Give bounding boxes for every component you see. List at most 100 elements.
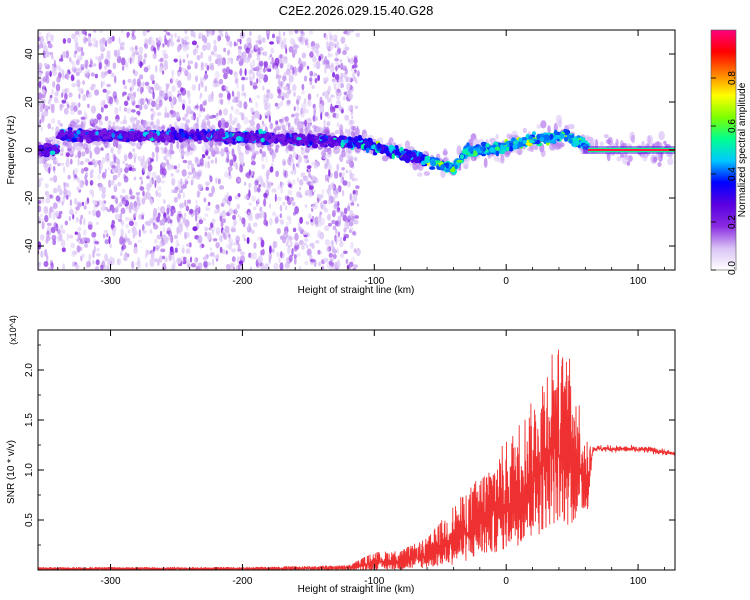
spectrogram-noise-speck [276, 184, 282, 190]
spectrogram-noise-speck [234, 195, 239, 200]
spectrogram-noise-speck [157, 258, 160, 267]
spectrogram-noise-speck [282, 201, 286, 206]
spectrogram-noise-speck [262, 212, 265, 220]
spectrogram-noise-speck [336, 41, 340, 49]
spectrogram-band-cell [193, 138, 199, 142]
spectrogram-noise-speck [256, 257, 261, 262]
spectrogram-noise-speck [304, 39, 308, 46]
spectrogram-noise-speck [177, 180, 181, 185]
spectrogram-noise-speck [206, 232, 212, 241]
spectrogram-noise-speck [226, 57, 232, 65]
spectrogram-noise-speck [329, 41, 334, 47]
spectrogram-noise-speck [92, 259, 95, 265]
spectrogram-noise-speck [168, 148, 171, 157]
spectrogram-noise-speck [326, 41, 329, 50]
spectrogram-noise-speck [301, 245, 305, 250]
spectrogram-noise-speck [199, 77, 203, 82]
spectrogram-noise-speck [263, 192, 268, 198]
spectrogram-band-halo [567, 123, 575, 130]
spectrogram-band-halo [500, 155, 505, 164]
spectrogram-noise-speck [55, 83, 61, 92]
spectrogram-noise-speck [324, 92, 328, 99]
spectrogram-noise-speck [200, 51, 204, 59]
spectrogram-noise-speck [336, 122, 340, 128]
spectrogram-noise-speck [129, 57, 132, 65]
spectrogram-noise-speck [209, 247, 213, 252]
spectrogram-noise-speck [269, 203, 272, 209]
spectrogram-noise-speck [285, 205, 288, 211]
spectrogram-noise-speck [123, 176, 129, 183]
spectrogram-noise-speck [354, 69, 357, 73]
spectrogram-noise-speck [236, 122, 241, 129]
spectrogram-noise-speck [155, 189, 159, 197]
spectrogram-noise-speck [349, 210, 354, 218]
spectrogram-noise-speck [169, 33, 174, 38]
spectrogram-noise-speck [76, 177, 81, 183]
spectrogram-noise-speck [176, 257, 182, 264]
spectrogram-noise-speck [251, 154, 255, 162]
spectrogram-noise-speck [80, 66, 84, 71]
spectrogram-noise-speck [240, 251, 245, 255]
spectrogram-noise-speck [45, 105, 49, 112]
spectrogram-noise-speck [249, 80, 253, 86]
spectrogram-noise-speck [38, 205, 42, 213]
spectrogram-noise-speck [77, 226, 82, 232]
spectrogram-noise-speck [178, 224, 183, 233]
spectrogram-noise-speck [198, 219, 204, 225]
spectrogram-noise-speck [350, 67, 355, 72]
spectrogram-noise-speck [326, 246, 330, 253]
spectrogram-noise-speck [294, 242, 299, 246]
spectrogram-noise-speck [143, 42, 147, 48]
spectrogram-noise-speck [38, 179, 42, 188]
spectrogram-noise-speck [151, 171, 157, 179]
spectrogram-noise-speck [187, 263, 191, 269]
spectrogram-noise-speck [338, 210, 342, 214]
spectrogram-noise-speck [38, 200, 42, 204]
spectrogram-noise-speck [59, 123, 64, 127]
spectrogram-noise-speck [102, 186, 106, 191]
spectrogram-band-halo [333, 147, 340, 155]
spectrogram-noise-speck [182, 191, 185, 199]
spectrogram-noise-speck [272, 240, 276, 249]
spectrogram-noise-speck [90, 72, 95, 77]
spectrogram-noise-speck [89, 179, 94, 186]
spectrogram-noise-speck [311, 85, 315, 89]
spectrogram-noise-speck [123, 107, 127, 112]
spectrogram-noise-speck [314, 77, 318, 84]
spectrogram-noise-speck [344, 114, 350, 121]
spectrogram-noise-speck [346, 82, 351, 91]
spectrogram-noise-speck [290, 170, 294, 175]
spectrogram-band-halo [254, 150, 259, 155]
spectrogram-noise-speck [151, 100, 156, 108]
spectrogram-band-halo [606, 152, 611, 162]
spectrogram-noise-speck [350, 109, 354, 116]
spectrogram-noise-speck [236, 103, 241, 107]
spectrogram-noise-speck [215, 146, 219, 154]
spectrogram-noise-speck [261, 163, 266, 170]
spectrogram-noise-speck [44, 54, 50, 58]
spectrogram-noise-speck [204, 254, 208, 263]
spectrogram-noise-speck [123, 154, 128, 162]
spectrogram-noise-speck [121, 65, 125, 71]
spectrogram-noise-speck [323, 207, 329, 213]
spectrogram-noise-speck [334, 58, 339, 62]
spectrogram-noise-speck [322, 59, 325, 66]
spectrogram-noise-speck [338, 104, 342, 112]
spectrogram-noise-speck [298, 227, 304, 232]
spectrogram-noise-speck [146, 175, 150, 180]
spectrogram-noise-speck [280, 41, 284, 50]
spectrogram-noise-speck [275, 120, 279, 125]
spectrogram-noise-speck [84, 59, 89, 67]
spectrogram-noise-speck [108, 96, 114, 105]
spectrogram-noise-speck [331, 247, 336, 253]
spectrogram-noise-speck [68, 56, 72, 63]
spectrogram-noise-speck [340, 178, 344, 183]
spectrogram-noise-speck [95, 221, 99, 225]
spectrogram-noise-speck [307, 100, 312, 107]
spectrogram-noise-speck [138, 229, 141, 238]
spectrogram-noise-speck [114, 75, 117, 84]
spectrogram-noise-speck [106, 258, 110, 266]
spectrogram-noise-speck [191, 40, 197, 46]
spectrogram-noise-speck [48, 105, 51, 110]
spectrogram-noise-speck [254, 44, 259, 50]
